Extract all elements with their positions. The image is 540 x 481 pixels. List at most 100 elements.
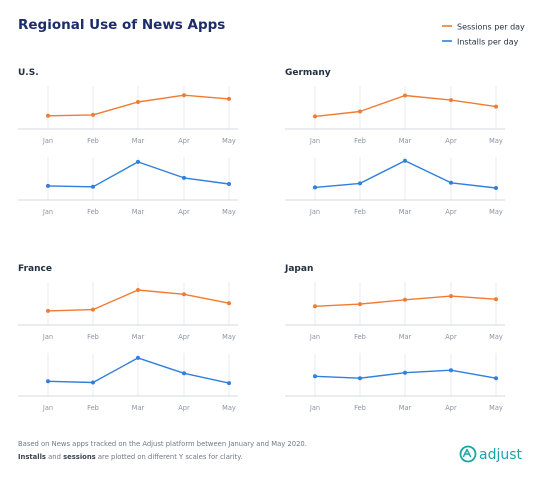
- sessions-point-mar: [403, 93, 407, 98]
- x-tick-label: May: [489, 333, 503, 341]
- installs-point-may: [494, 376, 498, 381]
- installs-point-jan: [46, 183, 50, 188]
- x-tick-label: Mar: [132, 208, 145, 216]
- panel-title-france: France: [18, 264, 52, 274]
- x-tick-label: May: [222, 333, 236, 341]
- footer-and: and: [46, 453, 63, 461]
- installs-point-may: [227, 381, 231, 386]
- installs-point-mar: [136, 355, 140, 360]
- installs-point-feb: [91, 380, 95, 385]
- x-tick-label: Jan: [42, 137, 53, 145]
- x-tick-label: Mar: [132, 333, 145, 341]
- x-tick-label: Jan: [42, 208, 53, 216]
- sessions-point-may: [494, 297, 498, 302]
- x-tick-label: Feb: [354, 404, 366, 412]
- x-tick-label: Apr: [445, 333, 457, 341]
- x-tick-label: Apr: [445, 404, 457, 412]
- x-tick-label: Apr: [178, 333, 190, 341]
- chart-title: Regional Use of News Apps: [18, 17, 225, 33]
- panel-japan: Japan Jan Feb Mar Apr May Jan Feb Mar Apr May: [284, 264, 505, 412]
- installs-point-feb: [358, 376, 362, 381]
- panel-title-germany: Germany: [285, 68, 331, 78]
- installs-point-mar: [403, 370, 407, 375]
- sessions-point-may: [227, 301, 231, 306]
- x-tick-label: Apr: [445, 137, 457, 145]
- x-tick-label: Jan: [309, 333, 320, 341]
- x-tick-label: May: [222, 404, 236, 412]
- sessions-point-feb: [91, 112, 95, 117]
- installs-line-u-s: [47, 161, 230, 188]
- panel-u-s: U.S. Jan Feb Mar Apr May Jan Feb Mar Apr May: [18, 68, 238, 216]
- x-tick-label: Feb: [354, 137, 366, 145]
- legend-sessions-label: Sessions per day: [457, 23, 525, 32]
- sessions-point-may: [227, 96, 231, 101]
- x-tick-label: Jan: [309, 404, 320, 412]
- sessions-point-jan: [313, 114, 317, 119]
- footer-line-1: Based on News apps tracked on the Adjust…: [18, 440, 307, 448]
- x-tick-label: Apr: [445, 208, 457, 216]
- sessions-point-jan: [313, 304, 317, 309]
- x-tick-label: May: [489, 208, 503, 216]
- sessions-point-feb: [91, 307, 95, 312]
- legend: Sessions per day Installs per day: [442, 23, 525, 47]
- x-tick-label: Jan: [42, 404, 53, 412]
- installs-point-apr: [449, 180, 453, 185]
- panel-title-japan: Japan: [284, 264, 313, 274]
- footer-tail: are plotted on different Y scales for cl…: [96, 453, 243, 461]
- installs-point-may: [494, 186, 498, 190]
- x-tick-label: May: [489, 137, 503, 145]
- x-tick-label: Apr: [178, 404, 190, 412]
- sessions-point-jan: [46, 113, 50, 118]
- x-tick-label: Jan: [42, 333, 53, 341]
- x-tick-label: Feb: [87, 333, 99, 341]
- sessions-point-jan: [46, 308, 50, 313]
- sessions-point-feb: [358, 302, 362, 307]
- chart-panels: U.S. Jan Feb Mar Apr May Jan Feb Mar Apr May German…: [18, 68, 505, 412]
- x-tick-label: Mar: [399, 137, 412, 145]
- x-tick-label: May: [222, 137, 236, 145]
- installs-point-mar: [136, 159, 140, 164]
- x-tick-label: Mar: [399, 208, 412, 216]
- x-tick-label: May: [489, 404, 503, 412]
- x-tick-label: Mar: [399, 404, 412, 412]
- x-tick-label: Feb: [87, 404, 99, 412]
- sessions-line-germany: [314, 94, 497, 118]
- sessions-point-mar: [136, 100, 140, 104]
- sessions-point-mar: [136, 288, 140, 292]
- panel-title-u-s: U.S.: [18, 68, 39, 78]
- installs-point-mar: [403, 158, 407, 163]
- sessions-point-apr: [182, 292, 186, 297]
- footer-installs-bold: Installs: [18, 453, 46, 461]
- sessions-line-france: [47, 289, 230, 312]
- panel-france: France Jan Feb Mar Apr May Jan Feb Mar Apr May: [18, 264, 238, 412]
- x-tick-label: Feb: [87, 137, 99, 145]
- sessions-line-u-s: [47, 94, 230, 117]
- x-tick-label: Mar: [132, 404, 145, 412]
- sessions-point-feb: [358, 109, 362, 114]
- sessions-point-apr: [449, 294, 453, 299]
- sessions-point-mar: [403, 297, 407, 302]
- x-tick-label: May: [222, 208, 236, 216]
- x-tick-label: Mar: [132, 137, 145, 145]
- installs-point-feb: [91, 184, 95, 189]
- footer-line-2: Installs and sessions are plotted on dif…: [18, 453, 242, 461]
- x-tick-label: Jan: [309, 208, 320, 216]
- installs-point-jan: [313, 185, 317, 190]
- adjust-mark-icon: [459, 445, 477, 463]
- panel-germany: Germany Jan Feb Mar Apr May Jan Feb Mar Apr May: [285, 68, 505, 216]
- x-tick-label: Jan: [309, 137, 320, 145]
- installs-line-france: [47, 357, 230, 384]
- x-tick-label: Apr: [178, 137, 190, 145]
- installs-point-jan: [313, 374, 317, 379]
- sessions-point-apr: [182, 93, 186, 98]
- installs-point-jan: [46, 379, 50, 384]
- x-tick-label: Apr: [178, 208, 190, 216]
- installs-point-apr: [449, 368, 453, 373]
- legend-installs-label: Installs per day: [457, 38, 519, 47]
- footer-note: Based on News apps tracked on the Adjust…: [18, 440, 307, 461]
- installs-point-apr: [182, 371, 186, 376]
- sessions-point-apr: [449, 98, 453, 103]
- footer-sessions-bold: sessions: [63, 453, 96, 461]
- adjust-logo: adjust: [459, 445, 523, 463]
